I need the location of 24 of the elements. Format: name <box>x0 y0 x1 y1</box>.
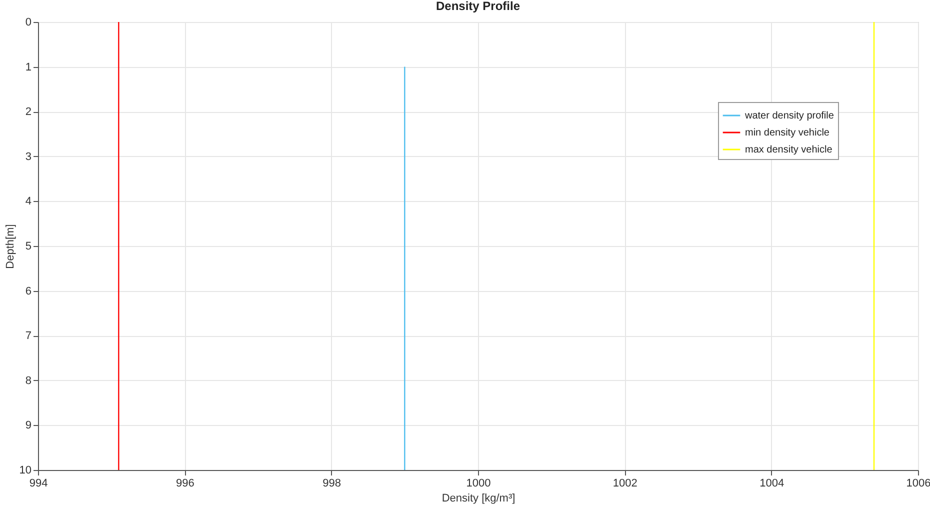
x-tick-label: 1000 <box>466 478 491 490</box>
y-tick-label: 10 <box>19 464 32 476</box>
y-tick-label: 9 <box>25 420 32 432</box>
legend-label: max density vehicle <box>745 144 833 156</box>
y-tick-label: 5 <box>25 240 32 252</box>
y-tick-label: 4 <box>25 196 32 208</box>
y-tick-label: 8 <box>25 374 32 387</box>
x-tick-label: 996 <box>176 478 194 490</box>
chart-title: Density Profile <box>436 0 520 13</box>
y-tick-label: 6 <box>25 285 32 298</box>
x-tick-label: 1002 <box>612 478 638 490</box>
y-tick-label: 1 <box>25 61 32 74</box>
y-tick-label: 7 <box>25 330 32 342</box>
y-tick-label: 3 <box>25 150 32 163</box>
x-tick-label: 998 <box>322 478 342 490</box>
x-tick-label: 1006 <box>906 478 930 490</box>
x-axis-title: Density [kg/m³] <box>442 492 516 504</box>
legend-label: water density profile <box>744 110 834 122</box>
x-tick-label: 994 <box>29 478 48 490</box>
y-axis-title: Depth[m] <box>4 224 16 269</box>
y-tick-label: 0 <box>25 16 32 28</box>
x-tick-label: 1004 <box>760 478 784 490</box>
legend-label: min density vehicle <box>745 128 830 138</box>
y-tick-label: 2 <box>25 106 32 118</box>
